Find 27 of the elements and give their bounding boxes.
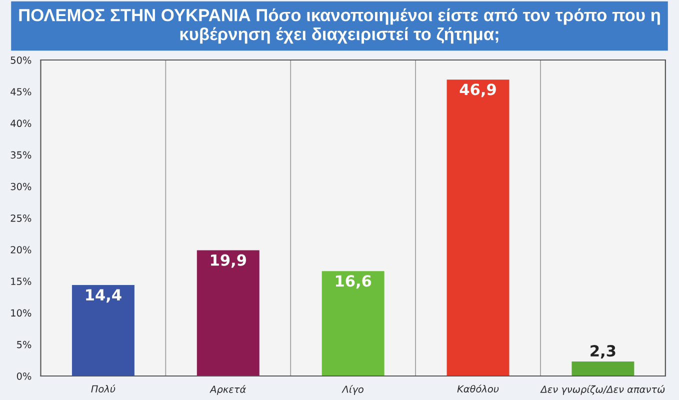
bar bbox=[72, 284, 134, 376]
y-tick-label: 50% bbox=[10, 56, 32, 64]
x-tick-label: Καθόλου bbox=[457, 384, 499, 393]
data-label: 14,4 bbox=[86, 289, 122, 303]
y-tick-label: 30% bbox=[10, 182, 32, 190]
bar bbox=[572, 361, 634, 376]
x-tick-label: Λίγο bbox=[342, 385, 364, 395]
y-tick-label: 15% bbox=[11, 278, 32, 286]
y-tick-label: 5% bbox=[17, 340, 32, 348]
x-tick-label: Δεν γνωρίζω/Δεν απαντώ bbox=[540, 385, 665, 395]
y-tick-label: 35% bbox=[10, 151, 32, 159]
data-label: 16,6 bbox=[336, 275, 372, 289]
data-label: 19,9 bbox=[211, 254, 246, 268]
y-tick-label: 10% bbox=[11, 309, 32, 317]
x-tick-label: Αρκετά bbox=[210, 385, 246, 395]
chart-title: ΠΟΛΕΜΟΣ ΣΤΗΝ ΟΥΚΡΑΝΙΑ Πόσο ικανοποιημένοι είστε από τον τρόπο που η κυβέρνηση έχει διαχειριστεί το ζήτημα; bbox=[19, 8, 660, 44]
y-tick-label: 40% bbox=[10, 120, 32, 128]
data-label: 46,9 bbox=[460, 84, 496, 98]
bar bbox=[196, 250, 260, 376]
y-tick-label: 0% bbox=[16, 372, 32, 380]
y-tick-label: 45% bbox=[10, 88, 32, 96]
bar bbox=[446, 80, 510, 376]
bar bbox=[322, 271, 384, 376]
y-tick-label: 20% bbox=[10, 246, 32, 254]
y-tick-label: 25% bbox=[10, 214, 32, 222]
x-tick-label: Πολύ bbox=[91, 384, 116, 393]
data-label: 2,3 bbox=[590, 345, 616, 359]
